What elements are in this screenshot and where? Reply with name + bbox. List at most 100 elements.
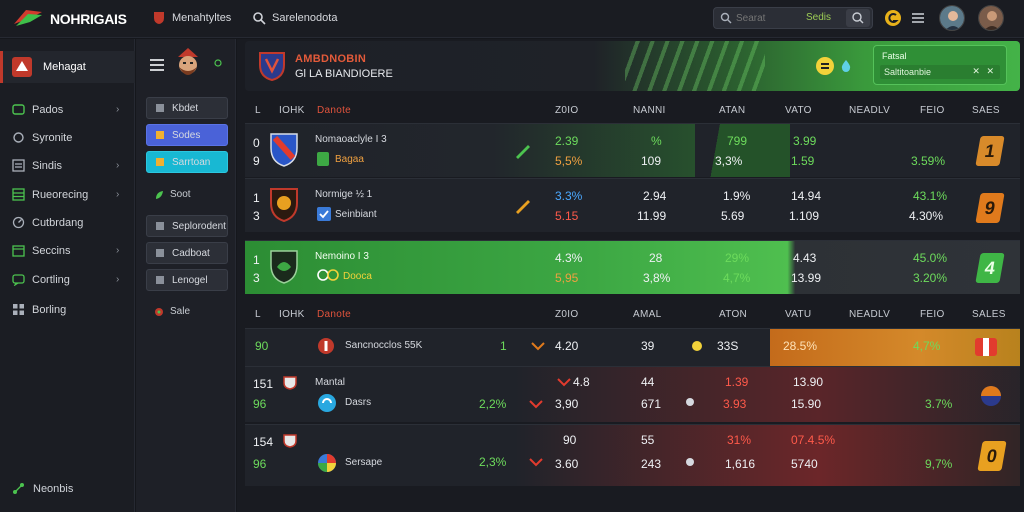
sidebar-item-cortling[interactable]: Cortling › [0, 268, 135, 292]
filter-button-label: Cadboat [172, 248, 210, 259]
value: 4.3% [555, 251, 583, 265]
avatar[interactable] [978, 5, 1004, 31]
value: 2.39 [555, 134, 579, 148]
menu-icon[interactable] [150, 59, 164, 71]
percent: 2,2% [479, 397, 507, 411]
sidebar-item-syronite[interactable]: Syronite [0, 126, 135, 150]
close-icon[interactable]: ✕ ✕ [972, 66, 996, 76]
promo-title: Fatsal [882, 51, 907, 61]
chevron-icon[interactable] [529, 397, 543, 409]
team-sub: Bagaa [335, 154, 364, 165]
column-header-c6[interactable]: FEIO [920, 309, 945, 320]
sidebar-item-rueorecing[interactable]: Rueorecing › [0, 183, 135, 207]
calendar-icon [12, 245, 25, 257]
column-header-c4[interactable]: VATO [785, 105, 812, 116]
status-dot-icon [214, 59, 222, 67]
search-tag: Sedis [806, 12, 832, 23]
search-button[interactable] [846, 9, 870, 27]
banner-title: AMBDNOBIN [295, 53, 367, 65]
column-header-c7[interactable]: SALES [972, 309, 1006, 320]
logo-icon[interactable] [12, 6, 44, 30]
square-icon [156, 158, 164, 166]
chevron-icon[interactable] [557, 375, 571, 387]
pen-icon[interactable] [513, 195, 533, 215]
team-sub: Dooca [343, 271, 372, 282]
sidebar-item-pados[interactable]: Pados › [0, 98, 135, 122]
link-sale[interactable]: Sale [154, 306, 190, 317]
column-header-c1[interactable]: Z0IO [555, 309, 579, 320]
column-header-c1[interactable]: Z0IO [555, 105, 579, 116]
column-header-c7[interactable]: SAES [972, 105, 1000, 116]
avatar[interactable] [939, 5, 965, 31]
filter-button-sarrtoan[interactable]: Sarrtoan [146, 151, 228, 173]
value: 28 [649, 251, 663, 265]
filter-button-seplorodent[interactable]: Seplorodent [146, 215, 228, 237]
table-row[interactable]: 154 96 Sersape 2,3% 90 3.60 55 243 31% 1… [245, 424, 1020, 486]
table-row[interactable]: 1 3 Normige ½ 1 Seinbiant 3.3% 5.15 2.94… [245, 178, 1020, 232]
column-header-c4[interactable]: VATU [785, 309, 812, 320]
value: % [651, 134, 662, 148]
match-banner: AMBDNOBIN Gl LA BIANDIOERE Fatsal ✕ ✕ [245, 41, 1020, 91]
rank-sub: 9 [253, 154, 260, 168]
table-row-selected[interactable]: 1 3 Nemoino I 3 Dooca 4.3% 5,95 28 3,8% … [245, 240, 1020, 294]
column-header-code[interactable]: IOHK [279, 105, 305, 116]
filter-button-cadboat[interactable]: Cadboat [146, 242, 228, 264]
promo-input[interactable] [884, 65, 954, 79]
sidebar-item-seccins[interactable]: Seccins › [0, 239, 135, 263]
column-header-c5[interactable]: NEADLV [849, 309, 891, 320]
sidebar-item-sindis[interactable]: Sindis › [0, 154, 135, 178]
value: 5,5% [555, 154, 583, 168]
position-badge: 9 [975, 193, 1005, 223]
team-name: Sancnocclos 55K [345, 340, 423, 351]
value: 4.43 [793, 251, 817, 265]
sidebar-footer[interactable]: Neonbis [12, 482, 73, 495]
banner-subtitle: Gl LA BIANDIOERE [295, 68, 393, 80]
column-header-name[interactable]: Danote [317, 309, 352, 320]
value: 109 [641, 154, 662, 168]
team-name: Sersape [345, 457, 383, 468]
column-header-rank[interactable]: L [255, 105, 261, 116]
topnav-item-1[interactable]: Menahtyltes [152, 11, 231, 25]
value: 1.59 [791, 154, 815, 168]
sidebar-header[interactable]: Mehagat [0, 51, 135, 83]
coin-icon[interactable] [884, 9, 902, 27]
topnav-item-2[interactable]: Sarelenodota [252, 11, 337, 25]
square-icon [156, 276, 164, 284]
chevron-icon[interactable] [529, 455, 543, 467]
column-header-c5[interactable]: NEADLV [849, 105, 891, 116]
filter-button-kbdet[interactable]: Kbdet [146, 97, 228, 119]
column-header-name[interactable]: Danote [317, 105, 352, 116]
pen-icon[interactable] [513, 140, 533, 160]
value: 4.30% [909, 209, 944, 223]
rank-sub: 3 [253, 209, 260, 223]
team-name: Nemoino I 3 [315, 251, 369, 262]
column-header-c3[interactable]: ATON [719, 309, 748, 320]
sidebar-item-cutbrdang[interactable]: Cutbrdang [0, 211, 135, 235]
bee-icon[interactable] [815, 56, 835, 76]
rank-sub: 96 [253, 457, 267, 471]
team-badge-icon [318, 338, 334, 354]
position-badge: 4 [975, 253, 1005, 283]
search-input[interactable] [736, 10, 806, 26]
drop-icon[interactable] [840, 59, 852, 73]
column-header-c2[interactable]: NANNI [633, 105, 666, 116]
table-row[interactable]: 0 9 Nomaoaclyle I 3 Bagaa 2.39 5,5% % 10… [245, 123, 1020, 177]
brand-name[interactable]: NOHRIGAIS [50, 11, 127, 27]
sidebar-item-borling[interactable]: Borling [0, 298, 135, 322]
value: 1.39 [725, 375, 749, 389]
column-header-rank[interactable]: L [255, 309, 261, 320]
value: 13.99 [791, 271, 822, 285]
chevron-icon[interactable] [531, 339, 545, 351]
filter-button-lenogel[interactable]: Lenogel [146, 269, 228, 291]
filter-button-sodes[interactable]: Sodes [146, 124, 228, 146]
count: 1 [500, 339, 507, 353]
link-soot[interactable]: Soot [154, 189, 191, 200]
chevron-right-icon: › [116, 104, 120, 115]
column-header-code[interactable]: IOHK [279, 309, 305, 320]
column-header-c2[interactable]: AMAL [633, 309, 662, 320]
table-row[interactable]: 151 96 Mantal Dasrs 2,2% 4.8 3,90 44 671… [245, 366, 1020, 422]
rank: 154 [253, 435, 274, 449]
menu-icon[interactable] [911, 11, 925, 25]
column-header-c6[interactable]: FEIO [920, 105, 945, 116]
column-header-c3[interactable]: ATAN [719, 105, 746, 116]
